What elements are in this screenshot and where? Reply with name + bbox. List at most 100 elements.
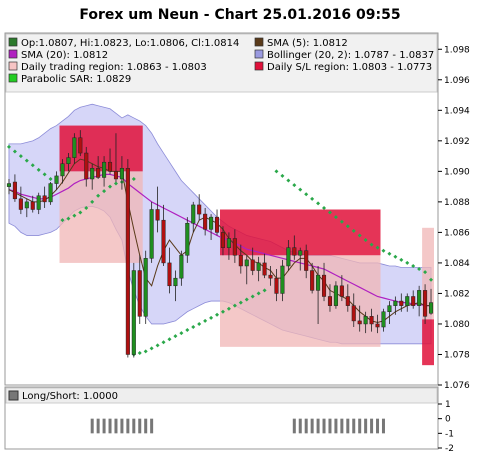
sar-point bbox=[203, 318, 208, 323]
candle bbox=[232, 229, 237, 263]
candle-body bbox=[149, 209, 154, 259]
candle-body bbox=[244, 259, 249, 267]
long-short-legend-box bbox=[5, 387, 438, 404]
candle bbox=[179, 250, 184, 286]
sar-point bbox=[18, 154, 23, 159]
candle bbox=[268, 265, 273, 286]
candle-body bbox=[238, 255, 243, 267]
candle bbox=[399, 293, 404, 312]
sar-point bbox=[262, 288, 267, 293]
long-short-bars bbox=[90, 418, 385, 434]
candle-body bbox=[72, 137, 77, 158]
candle-body bbox=[125, 168, 130, 355]
long-short-bar bbox=[328, 418, 332, 434]
candle bbox=[191, 201, 196, 233]
candle bbox=[197, 194, 202, 221]
candle-body bbox=[411, 296, 416, 306]
candle bbox=[393, 296, 398, 315]
candle-body bbox=[66, 157, 71, 164]
daily-sl-region bbox=[59, 125, 143, 172]
candle-body bbox=[286, 247, 291, 267]
y-tick-label: 1.090 bbox=[444, 167, 470, 177]
y-tick-label: 1.084 bbox=[444, 259, 470, 269]
candle-body bbox=[48, 183, 53, 203]
sar-point bbox=[48, 176, 53, 181]
sar-point bbox=[6, 144, 11, 149]
candle bbox=[161, 204, 166, 266]
long-short-bar bbox=[90, 418, 94, 434]
legend-label: SMA (20): 1.0812 bbox=[21, 50, 108, 61]
candle bbox=[411, 290, 416, 309]
sar-point bbox=[304, 192, 309, 197]
candle-body bbox=[214, 216, 220, 233]
candle bbox=[214, 209, 220, 236]
sar-point bbox=[90, 199, 95, 204]
sar-point bbox=[387, 251, 392, 256]
long-short-bar bbox=[150, 418, 154, 434]
candle bbox=[417, 285, 422, 317]
candle bbox=[339, 275, 344, 302]
sar-point bbox=[220, 309, 225, 314]
candle bbox=[209, 214, 214, 241]
long-short-bar bbox=[126, 418, 130, 434]
candle-body bbox=[6, 183, 12, 187]
sar-point bbox=[256, 291, 261, 296]
candle-body bbox=[113, 171, 119, 180]
candle-body bbox=[423, 290, 428, 317]
candle-body bbox=[42, 195, 47, 203]
candle-body bbox=[209, 216, 214, 230]
long-short-bar bbox=[120, 418, 124, 434]
sar-point bbox=[197, 321, 202, 326]
long-short-bar bbox=[114, 418, 118, 434]
long-short-bar bbox=[102, 418, 106, 434]
sar-point bbox=[36, 167, 41, 172]
sar-point bbox=[179, 331, 184, 336]
candle-body bbox=[351, 305, 356, 322]
long-short-bar bbox=[358, 418, 362, 434]
sar-point bbox=[209, 315, 214, 320]
sar-point bbox=[298, 187, 303, 192]
candle-body bbox=[173, 277, 178, 287]
long-short-axis: 1 0 -1 -2 bbox=[438, 400, 454, 454]
sar-point bbox=[322, 205, 327, 210]
long-short-bar bbox=[322, 418, 326, 434]
red-square-icon bbox=[254, 61, 264, 71]
long-short-bar bbox=[381, 418, 385, 434]
candle-body bbox=[131, 270, 136, 355]
candle bbox=[113, 133, 119, 183]
candle bbox=[286, 240, 291, 271]
sar-point bbox=[60, 218, 65, 223]
candle bbox=[119, 156, 124, 190]
candle bbox=[363, 311, 368, 334]
y-tick-label: 1.098 bbox=[444, 45, 470, 55]
candle bbox=[244, 255, 249, 285]
candle-body bbox=[428, 302, 434, 314]
legend-label: Bollinger (20, 2): 1.0787 - 1.0837 bbox=[267, 50, 434, 61]
candle bbox=[167, 247, 172, 294]
candle bbox=[298, 247, 303, 271]
candle bbox=[72, 133, 77, 164]
candle-body bbox=[381, 311, 386, 328]
candle-body bbox=[90, 168, 95, 180]
legend-label: Daily trading region: 1.0863 - 1.0803 bbox=[21, 62, 207, 73]
sub-tick-label: 0 bbox=[445, 415, 451, 425]
sar-point bbox=[393, 254, 398, 259]
candle-body bbox=[262, 262, 267, 276]
sub-tick-label: -1 bbox=[445, 429, 454, 439]
candle bbox=[250, 247, 255, 276]
sar-point bbox=[238, 300, 243, 305]
candle bbox=[42, 186, 47, 208]
sar-point bbox=[274, 169, 279, 174]
sar-point bbox=[399, 257, 404, 262]
candle-body bbox=[84, 152, 89, 180]
sar-point bbox=[173, 334, 178, 339]
candle-body bbox=[119, 168, 124, 180]
candle-body bbox=[405, 296, 410, 306]
candle bbox=[238, 244, 243, 274]
candle bbox=[226, 232, 231, 260]
candle-body bbox=[280, 265, 285, 294]
green-square-icon bbox=[8, 37, 18, 47]
candle bbox=[24, 198, 29, 218]
candle bbox=[316, 265, 321, 324]
